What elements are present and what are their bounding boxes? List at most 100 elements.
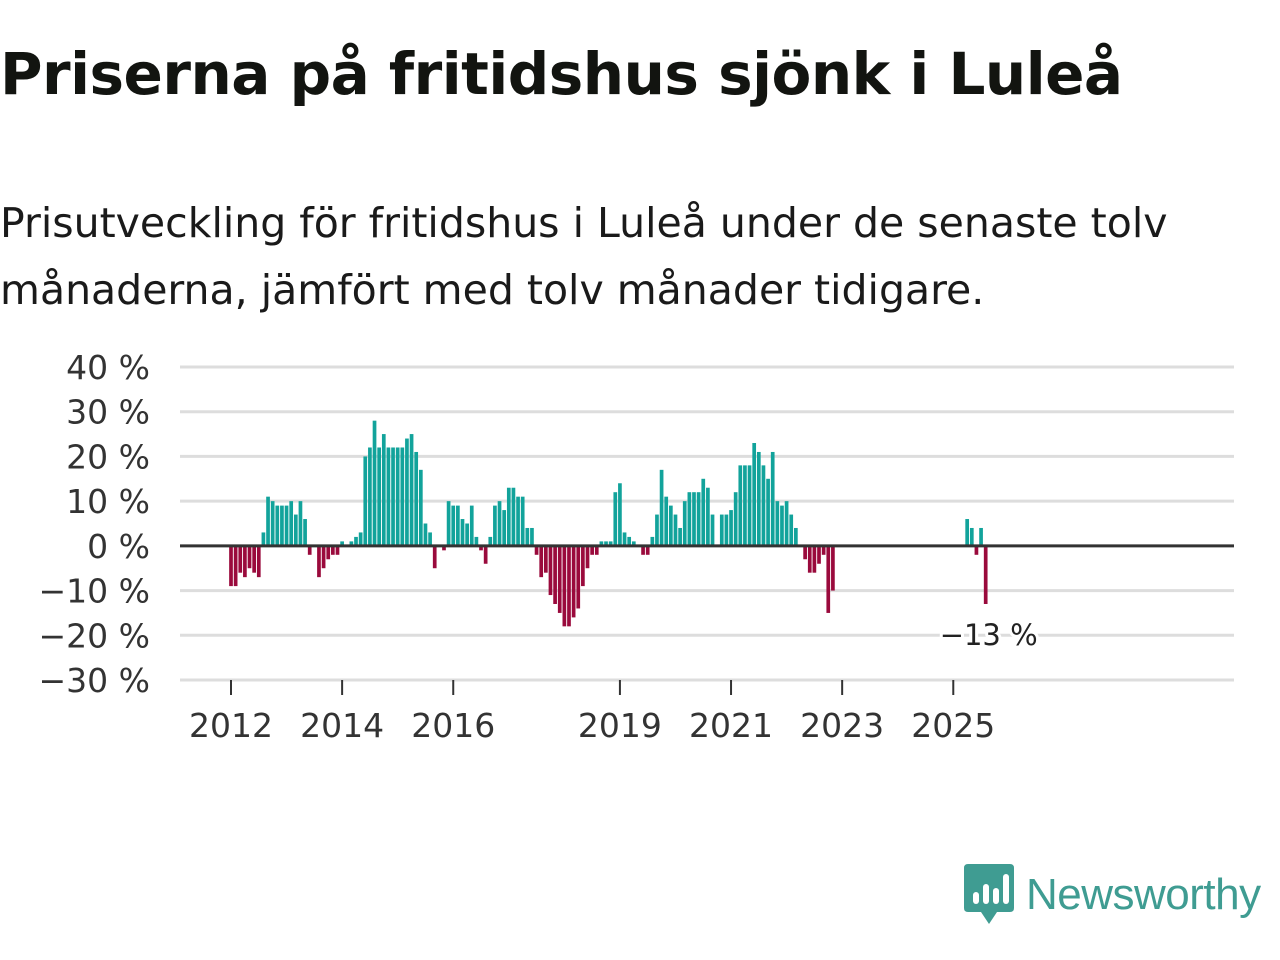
bar bbox=[710, 514, 715, 546]
bar bbox=[446, 501, 451, 546]
bar bbox=[969, 527, 974, 546]
bar bbox=[604, 541, 608, 546]
x-tick-label: 2016 bbox=[411, 706, 495, 745]
bar bbox=[766, 478, 770, 546]
bar bbox=[400, 447, 405, 546]
bar bbox=[354, 536, 358, 546]
bar bbox=[456, 505, 460, 546]
bar bbox=[497, 501, 502, 546]
bar bbox=[307, 545, 312, 555]
bar bbox=[965, 519, 970, 546]
bar bbox=[979, 527, 983, 546]
bar bbox=[340, 541, 344, 546]
bar bbox=[618, 483, 622, 546]
bar bbox=[562, 545, 567, 627]
bar bbox=[298, 501, 303, 546]
bar bbox=[817, 545, 821, 564]
bar bbox=[673, 514, 678, 546]
bar bbox=[493, 505, 497, 546]
bar bbox=[599, 541, 604, 546]
bar bbox=[321, 545, 326, 569]
bar bbox=[483, 545, 488, 564]
y-tick-label: −30 % bbox=[39, 661, 151, 700]
bar bbox=[520, 496, 525, 546]
bar bbox=[247, 545, 252, 569]
bar bbox=[525, 527, 530, 546]
chart-subtitle: Prisutveckling för fritidshus i Luleå un… bbox=[0, 199, 1168, 314]
x-tick-label: 2019 bbox=[578, 706, 662, 745]
bar bbox=[395, 447, 400, 546]
bar bbox=[831, 545, 835, 591]
bar bbox=[613, 492, 618, 546]
bar bbox=[363, 456, 368, 546]
bar bbox=[687, 492, 692, 546]
bar bbox=[543, 545, 548, 573]
bar bbox=[756, 451, 761, 546]
bar bbox=[432, 545, 437, 569]
bar bbox=[780, 505, 784, 546]
bar bbox=[794, 527, 798, 546]
bar bbox=[534, 545, 539, 555]
bar bbox=[349, 541, 354, 546]
bar bbox=[280, 505, 284, 546]
bar bbox=[405, 438, 409, 546]
bar bbox=[358, 532, 363, 546]
bar bbox=[377, 447, 382, 546]
annotation-label: −13 % bbox=[940, 618, 1038, 652]
bar bbox=[233, 545, 238, 587]
bar bbox=[553, 545, 557, 604]
bar bbox=[719, 514, 724, 546]
bar bbox=[826, 545, 831, 613]
bar bbox=[261, 532, 266, 546]
bar bbox=[368, 447, 372, 546]
bar bbox=[761, 465, 766, 546]
bars bbox=[229, 420, 988, 627]
bar bbox=[567, 545, 571, 627]
bar bbox=[243, 545, 247, 578]
x-tick-label: 2014 bbox=[300, 706, 384, 745]
bar bbox=[275, 505, 280, 546]
bar bbox=[331, 545, 335, 555]
bar bbox=[460, 519, 465, 546]
newsworthy-logo-icon bbox=[964, 864, 1014, 924]
y-tick-label: 0 % bbox=[87, 527, 150, 566]
annotations: −13 % bbox=[937, 615, 1041, 655]
bar bbox=[733, 492, 738, 546]
bar bbox=[409, 434, 414, 546]
bar bbox=[474, 536, 479, 546]
bar bbox=[442, 545, 446, 551]
bar bbox=[391, 447, 395, 546]
bar bbox=[428, 532, 432, 546]
bar bbox=[631, 541, 636, 546]
bar bbox=[664, 496, 669, 546]
bar bbox=[335, 545, 340, 555]
bar bbox=[789, 514, 794, 546]
bar bbox=[548, 545, 553, 596]
bar bbox=[465, 523, 469, 546]
bar bbox=[229, 545, 233, 587]
bar bbox=[303, 519, 307, 546]
bar bbox=[317, 545, 321, 578]
bar bbox=[502, 510, 507, 546]
bar bbox=[821, 545, 826, 555]
bar bbox=[423, 523, 428, 546]
bar bbox=[256, 545, 261, 578]
y-tick-label: 40 % bbox=[66, 348, 150, 387]
bar bbox=[803, 545, 807, 560]
bar bbox=[669, 505, 673, 546]
y-tick-label: 10 % bbox=[66, 482, 150, 521]
bar bbox=[252, 545, 256, 573]
bar bbox=[511, 487, 516, 546]
bar bbox=[659, 469, 664, 546]
bar bbox=[608, 541, 613, 546]
bar bbox=[266, 496, 270, 546]
bar bbox=[293, 514, 298, 546]
bar bbox=[594, 545, 599, 555]
bar bbox=[747, 465, 752, 546]
bar bbox=[381, 434, 386, 546]
bar bbox=[516, 496, 520, 546]
y-tick-label: 30 % bbox=[66, 393, 150, 432]
bar bbox=[807, 545, 812, 573]
bar bbox=[557, 545, 562, 613]
bar bbox=[729, 510, 733, 546]
